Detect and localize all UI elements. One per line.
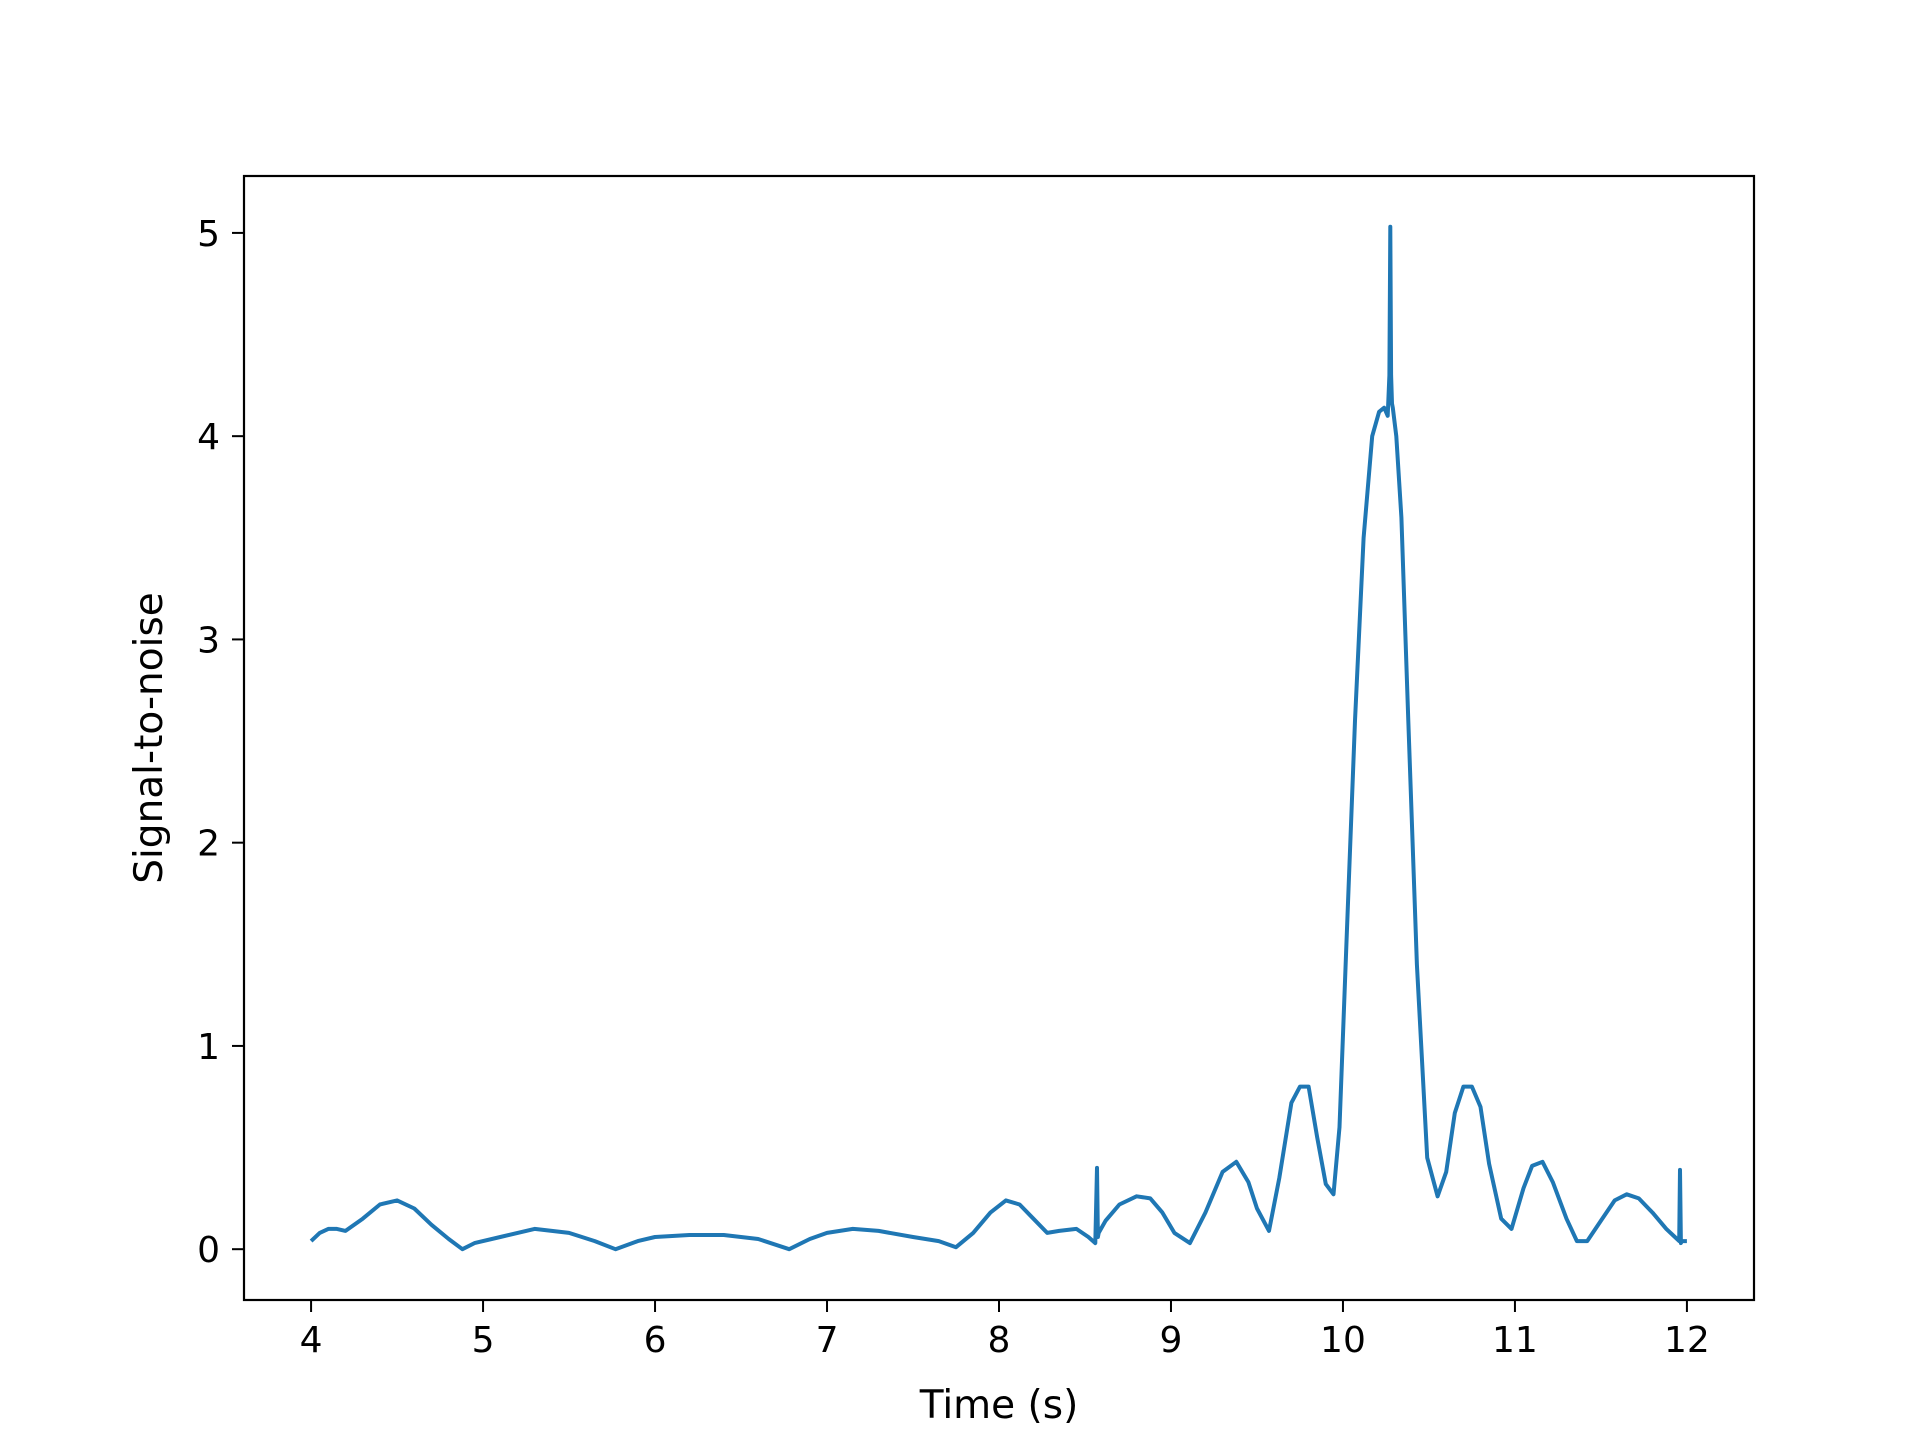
x-tick-label: 5: [472, 1320, 495, 1361]
y-tick-label: 0: [197, 1230, 220, 1271]
x-tick-label: 11: [1492, 1320, 1538, 1361]
series-line-0: [309, 224, 1687, 1252]
x-tick-label: 6: [644, 1320, 667, 1361]
y-tick-label: 4: [197, 417, 220, 458]
x-axis-label: Time (s): [919, 1383, 1079, 1428]
y-tick-label: 2: [197, 824, 220, 865]
y-axis-label: Signal-to-noise: [127, 592, 172, 884]
y-tick-label: 1: [197, 1027, 220, 1068]
y-tick-label: 5: [197, 214, 220, 255]
x-tick-label: 4: [300, 1320, 323, 1361]
x-tick-label: 8: [988, 1320, 1011, 1361]
x-tick-label: 10: [1320, 1320, 1366, 1361]
x-tick-label: 7: [816, 1320, 839, 1361]
x-tick-label: 9: [1160, 1320, 1183, 1361]
plot-area: [309, 224, 1687, 1252]
y-tick-label: 3: [197, 620, 220, 661]
x-tick-label: 12: [1664, 1320, 1710, 1361]
